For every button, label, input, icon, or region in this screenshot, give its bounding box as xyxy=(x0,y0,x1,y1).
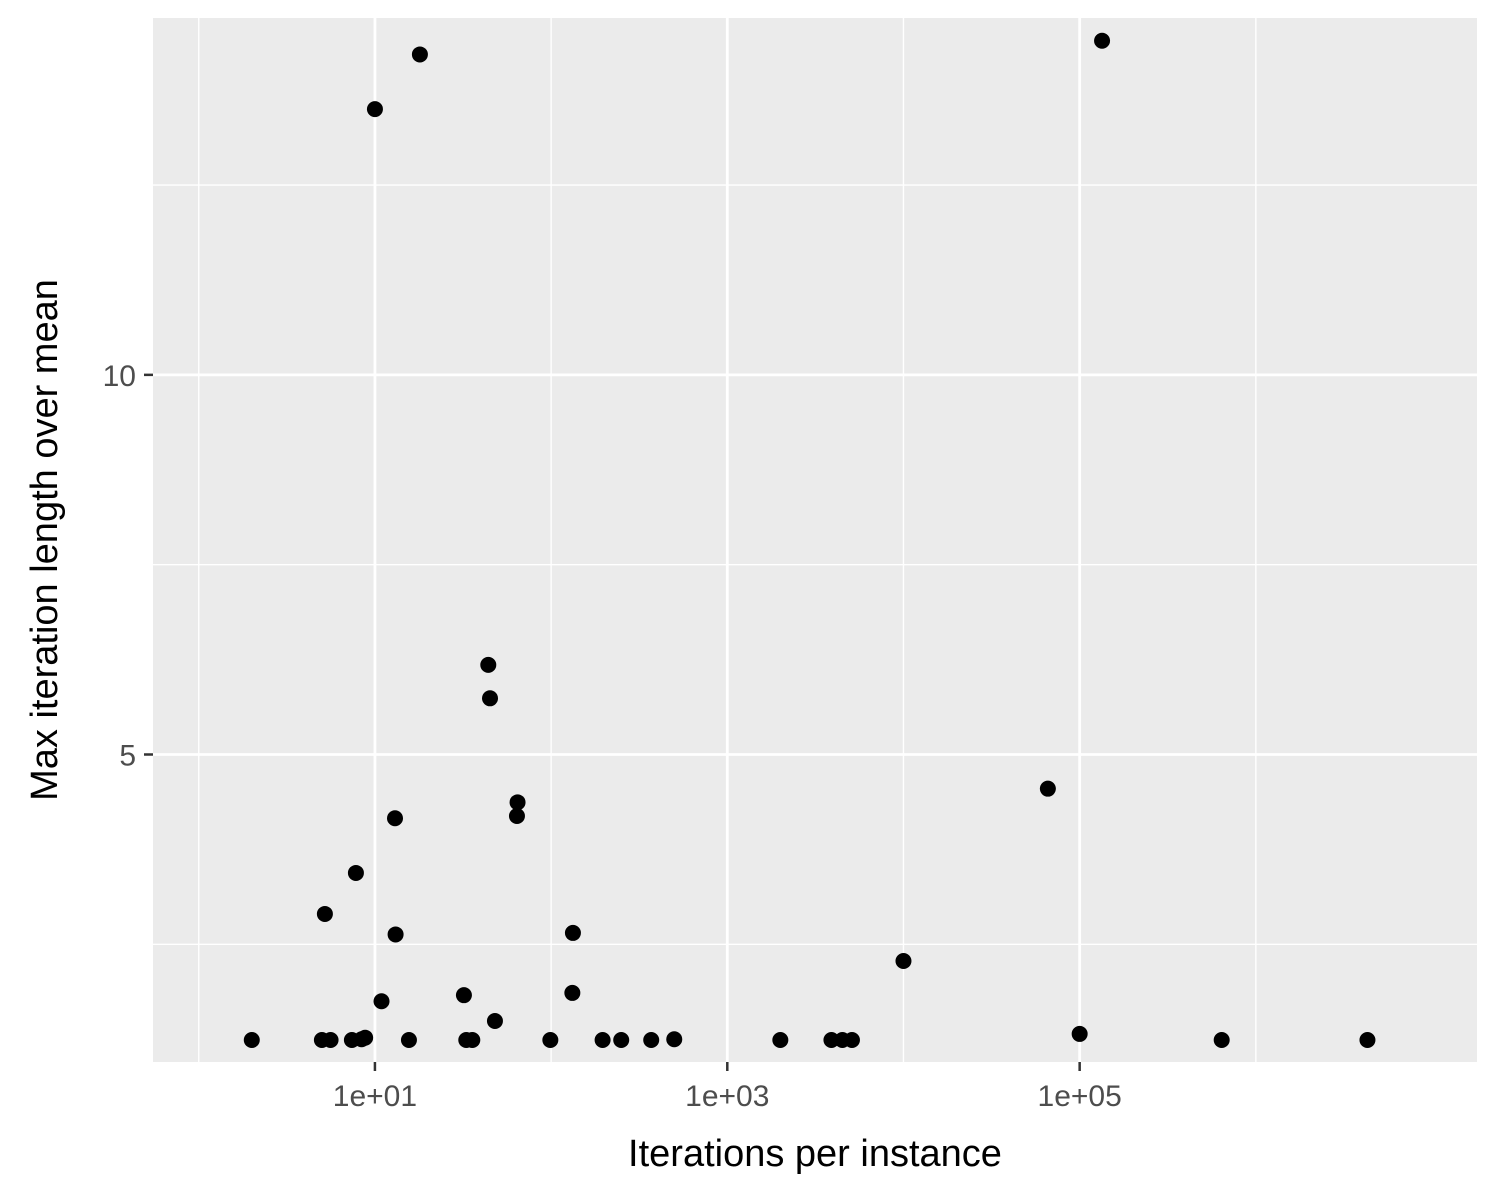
data-point xyxy=(594,1031,611,1048)
data-point xyxy=(1359,1031,1376,1048)
y-tick-label: 5 xyxy=(119,739,136,772)
x-tick-label: 1e+01 xyxy=(333,1080,417,1113)
major-grid xyxy=(153,18,1477,1062)
data-point xyxy=(1094,32,1111,49)
data-points xyxy=(243,32,1376,1048)
data-point xyxy=(316,905,333,922)
data-point xyxy=(643,1031,660,1048)
data-point xyxy=(486,1012,503,1029)
data-point xyxy=(823,1031,840,1048)
data-point xyxy=(322,1031,339,1048)
data-point xyxy=(772,1031,789,1048)
x-axis-title: Iterations per instance xyxy=(628,1133,1002,1175)
data-point xyxy=(480,656,497,673)
data-point xyxy=(564,984,581,1001)
data-point xyxy=(387,810,404,827)
data-point xyxy=(564,924,581,941)
x-tick-label: 1e+03 xyxy=(685,1080,769,1113)
data-point xyxy=(373,993,390,1010)
data-point xyxy=(482,690,499,707)
tick-labels: 1e+01 1e+03 1e+05 5 10 xyxy=(103,360,1122,1113)
data-point xyxy=(895,953,912,970)
data-point xyxy=(666,1031,683,1048)
data-point xyxy=(366,101,383,118)
x-tick-label: 1e+05 xyxy=(1038,1080,1122,1113)
data-point xyxy=(464,1031,481,1048)
data-point xyxy=(509,794,526,811)
data-point xyxy=(387,926,404,943)
data-point xyxy=(243,1031,260,1048)
data-point xyxy=(455,987,472,1004)
data-point xyxy=(1213,1031,1230,1048)
data-point xyxy=(400,1031,417,1048)
y-tick-label: 10 xyxy=(103,360,136,393)
data-point xyxy=(542,1031,559,1048)
data-point xyxy=(1039,780,1056,797)
panel-background xyxy=(153,18,1477,1062)
axis-ticks xyxy=(144,373,1081,1071)
data-point xyxy=(347,864,364,881)
data-point xyxy=(1071,1025,1088,1042)
data-point xyxy=(843,1031,860,1048)
data-point xyxy=(411,46,428,63)
data-point xyxy=(508,807,525,824)
y-axis-title: Max iteration length over mean xyxy=(24,279,66,801)
data-point xyxy=(613,1031,630,1048)
data-point xyxy=(357,1029,374,1046)
